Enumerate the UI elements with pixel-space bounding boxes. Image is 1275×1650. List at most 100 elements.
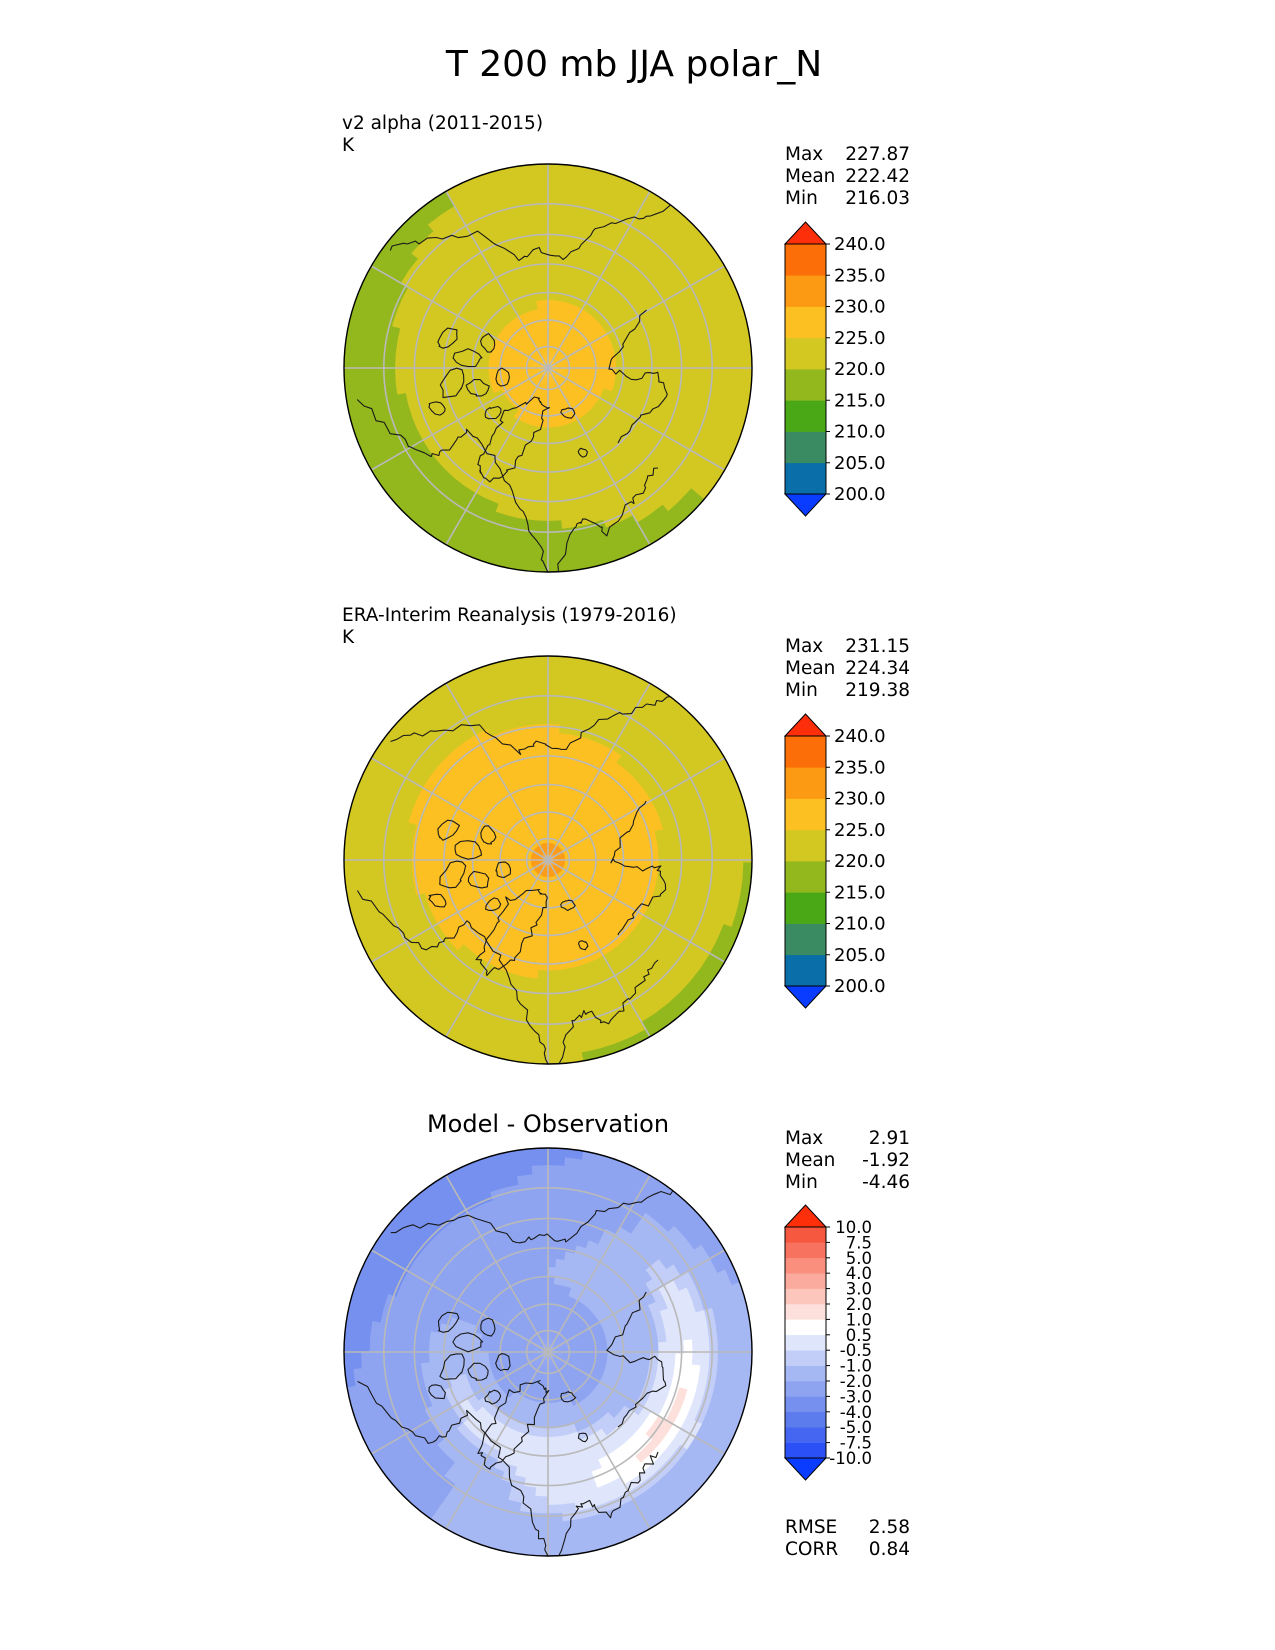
field-cell [508,382,519,390]
field-cell [522,1379,531,1390]
field-cell [533,1310,540,1321]
field-cell [488,371,498,379]
field-cell [570,1334,580,1342]
field-cell [360,349,371,368]
field-cell [556,265,567,277]
field-cell [527,1372,536,1382]
field-cell [507,871,518,879]
field-cell [536,239,550,250]
field-cell [551,1393,557,1404]
field-cell [385,858,396,875]
field-cell [571,1358,582,1365]
field-cell [567,1366,577,1375]
field-cell [648,996,669,1015]
field-cell [658,517,680,537]
field-cell [411,1397,425,1414]
field-cell [517,1297,527,1308]
field-cell [592,1027,613,1042]
field-cell [515,966,529,978]
field-cell [594,543,616,558]
field-cell [543,1334,547,1344]
field-cell [569,447,581,460]
field-cell [419,858,430,872]
field-cell [505,1305,516,1316]
field-cell [552,845,560,854]
field-cell [486,1215,503,1229]
field-cell [546,1445,557,1455]
island-coastline [454,840,483,860]
field-cell [420,1328,432,1342]
field-cell [607,985,625,1000]
field-cell [580,896,591,907]
field-cell [709,288,725,309]
field-cell [537,1445,548,1455]
field-cell [501,1369,512,1378]
field-cell [505,852,515,857]
field-cell [568,380,578,389]
field-cell [512,268,525,281]
panel-label: ERA-Interim Reanalysis (1979-2016) [342,605,677,626]
field-cell [698,831,710,849]
field-cell [559,318,567,329]
field-cell [508,874,519,882]
field-cell [413,492,434,512]
field-cell [571,374,582,381]
field-cell [683,847,694,862]
field-cell [535,865,543,874]
field-cell [512,831,523,841]
field-cell [550,843,555,852]
field-cell [604,977,621,993]
field-cell [532,399,540,410]
field-cell [430,827,442,841]
field-cell [371,427,387,448]
field-cell [587,871,598,879]
field-cell [570,350,580,358]
field-cell [360,365,371,385]
field-cell [591,389,603,399]
field-cell [633,212,653,230]
field-cell [530,1353,540,1357]
field-cell [533,503,548,514]
field-cell [530,1249,541,1260]
field-cell [552,333,558,344]
field-cell [580,1388,591,1399]
field-cell [589,1377,600,1388]
field-cell [409,216,430,236]
field-cell [534,1339,543,1347]
field-cell [569,827,579,837]
field-cell [539,265,550,275]
field-cell [555,862,565,868]
field-cell [428,837,440,851]
field-cell [548,265,559,275]
field-cell [394,352,405,368]
field-cell [571,1491,588,1504]
field-cell [665,1279,681,1296]
field-cell [562,879,571,889]
field-cell [556,861,566,865]
field-cell [690,341,702,358]
field-cell [665,787,681,804]
field-cell [632,851,643,862]
field-cell [534,865,542,873]
field-cell [567,886,576,896]
field-cell [403,907,417,925]
field-cell [404,1374,417,1390]
field-cell [508,1200,525,1213]
field-cell [428,868,440,881]
field-cell [516,681,536,693]
field-cell [573,1289,583,1301]
field-cell [548,205,565,216]
field-cell [730,418,746,441]
field-cell [486,1416,500,1430]
field-cell [514,1358,524,1364]
field-cell [609,683,630,700]
field-cell [505,321,516,332]
field-cell [565,1314,574,1325]
field-cell [554,774,564,785]
field-cell [603,875,615,885]
field-cell [724,926,741,949]
field-cell [548,1232,560,1242]
field-cell [488,1312,500,1323]
field-cell [526,328,534,339]
field-cell [492,702,511,717]
